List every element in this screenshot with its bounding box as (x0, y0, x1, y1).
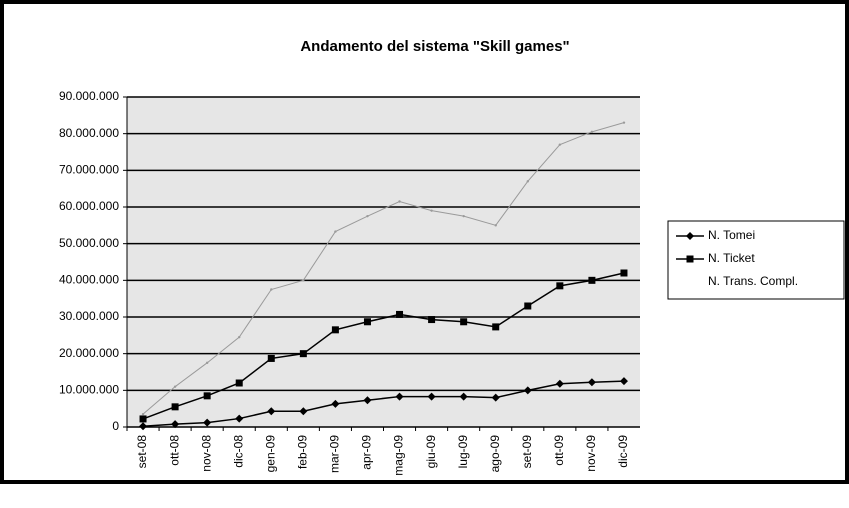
y-tick-label: 80.000.000 (59, 126, 119, 140)
marker (205, 361, 209, 365)
marker (299, 407, 308, 416)
y-tick-label: 90.000.000 (59, 89, 119, 103)
x-tick-label: ago-09 (488, 435, 502, 473)
marker (139, 415, 147, 423)
marker (331, 399, 340, 408)
marker (587, 378, 596, 387)
y-tick-label: 70.000.000 (59, 163, 119, 177)
marker (299, 350, 307, 358)
marker (366, 214, 369, 218)
x-tick-label: gen-09 (263, 435, 277, 473)
marker (494, 224, 497, 227)
marker (526, 180, 529, 183)
marker (331, 326, 339, 334)
marker (556, 282, 564, 290)
marker (459, 392, 468, 401)
marker (428, 316, 436, 324)
y-tick-label: 10.000.000 (59, 383, 119, 397)
y-tick-label: 20.000.000 (59, 346, 119, 360)
y-tick-label: 40.000.000 (59, 273, 119, 287)
marker (235, 379, 243, 387)
y-tick-label: 0 (112, 419, 119, 433)
marker (492, 323, 500, 331)
marker (396, 310, 404, 318)
series-line (142, 122, 625, 415)
marker (270, 288, 273, 291)
marker (523, 386, 532, 395)
series-line (142, 272, 625, 420)
x-tick-label: dic-09 (616, 435, 630, 468)
legend-label: N. Trans. Compl. (708, 274, 798, 288)
marker (619, 377, 628, 386)
x-tick-label: apr-09 (360, 435, 374, 470)
y-tick-label: 30.000.000 (59, 309, 119, 323)
x-tick-label: mar-09 (328, 435, 342, 473)
marker (171, 420, 180, 429)
marker (334, 230, 337, 233)
x-tick-label: giu-09 (424, 435, 438, 469)
marker (558, 143, 562, 146)
marker (267, 354, 275, 362)
marker (686, 255, 694, 263)
marker (267, 407, 276, 416)
x-tick-label: ott-08 (167, 435, 181, 466)
legend-label: N. Ticket (708, 251, 755, 265)
marker (555, 379, 564, 388)
marker (173, 385, 177, 388)
marker (590, 130, 594, 134)
legend-label: N. Tomei (708, 228, 755, 242)
plot-area (127, 97, 640, 427)
legend (667, 220, 845, 300)
marker (363, 318, 371, 326)
marker (491, 393, 500, 402)
x-tick-label: dic-08 (231, 435, 245, 468)
x-tick-label: set-08 (135, 435, 149, 469)
marker (460, 318, 468, 326)
x-tick-label: lug-09 (456, 435, 470, 469)
marker (427, 392, 436, 401)
chart-title: Andamento del sistema "Skill games" (300, 38, 569, 55)
marker (203, 418, 212, 427)
y-tick-label: 50.000.000 (59, 236, 119, 250)
marker (141, 412, 145, 416)
marker (235, 414, 244, 423)
marker (238, 335, 241, 339)
marker (139, 422, 148, 431)
marker (203, 392, 211, 400)
x-tick-label: set-09 (520, 435, 534, 469)
marker (686, 232, 694, 240)
marker (363, 396, 372, 405)
x-tick-label: ott-09 (552, 435, 566, 466)
marker (398, 200, 401, 203)
y-tick-label: 60.000.000 (59, 199, 119, 213)
marker (524, 302, 532, 310)
marker (302, 279, 305, 282)
marker (395, 392, 404, 401)
marker (622, 121, 626, 124)
x-tick-label: nov-08 (199, 435, 213, 472)
marker (430, 209, 433, 212)
x-tick-label: feb-09 (296, 435, 310, 469)
x-tick-label: nov-09 (584, 435, 598, 472)
marker (171, 403, 179, 411)
x-tick-label: mag-09 (392, 435, 406, 476)
marker (462, 214, 465, 218)
marker (588, 276, 596, 284)
series-line (142, 380, 624, 428)
marker (620, 269, 628, 277)
